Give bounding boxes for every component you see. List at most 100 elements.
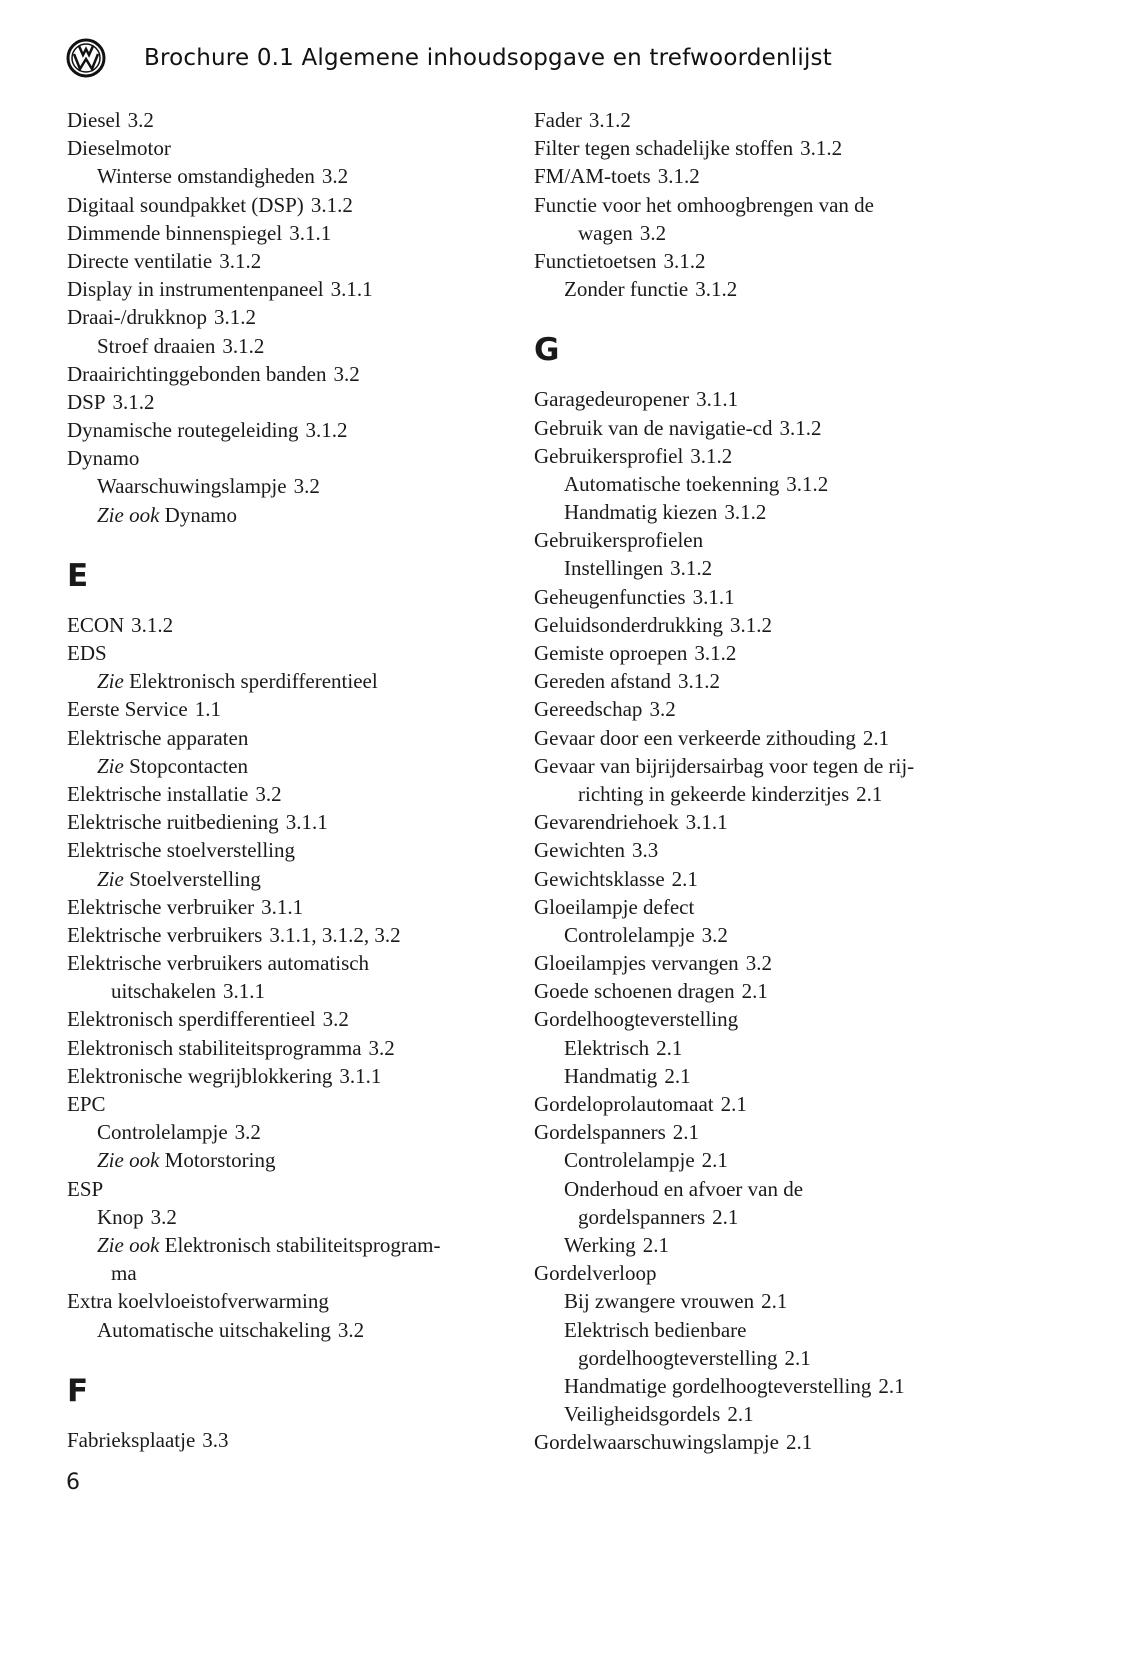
section-reference: 3.2: [333, 361, 360, 386]
index-entry: DSP 3.1.2: [67, 388, 527, 416]
section-reference: 3.2: [293, 474, 320, 499]
index-entry: Geluidsonderdrukking 3.1.2: [534, 611, 994, 639]
entry-term: Goede schoenen dragen: [534, 979, 735, 1004]
section-reference: 3.1.2: [690, 443, 733, 468]
index-subentry: Zie ook Dynamo: [67, 501, 527, 529]
see-reference-label: Zie: [97, 669, 124, 694]
index-entry-continuation: gordelspanners 2.1: [534, 1203, 994, 1231]
see-reference-label: Zie: [97, 866, 124, 891]
entry-term: FM/AM-toets: [534, 164, 651, 189]
entry-term: Gordeloprolautomaat: [534, 1092, 714, 1116]
see-reference-label: Zie: [97, 753, 124, 778]
entry-term: Handmatige gordelhoogteverstelling: [564, 1373, 872, 1398]
index-entry: Gewichtsklasse 2.1: [534, 865, 994, 893]
index-subentry: Elektrisch 2.1: [534, 1034, 994, 1062]
section-reference: 3.1.2: [222, 333, 265, 358]
section-reference: 3.1.2: [786, 471, 829, 496]
index-subentry: Waarschuwingslampje 3.2: [67, 472, 527, 500]
entry-term: Digitaal soundpakket (DSP): [67, 192, 304, 217]
section-reference: 2.1: [701, 1148, 728, 1173]
entry-term: Handmatig: [564, 1063, 658, 1088]
section-reference: 2.1: [656, 1035, 683, 1060]
index-column-left: Diesel 3.2 Dieselmotor Winterse omstandighe…: [67, 106, 527, 1454]
entry-term: Gewichten: [534, 838, 625, 863]
index-subentry: Controlelampje 3.2: [67, 1118, 527, 1146]
section-reference: 2.1: [712, 1204, 739, 1229]
section-reference: 3.2: [150, 1204, 177, 1229]
entry-term: Dynamische routegeleiding: [67, 418, 299, 443]
entry-term: ECON: [67, 612, 125, 637]
section-reference: 3.2: [639, 220, 667, 245]
section-reference: 3.2: [701, 922, 728, 947]
index-entry: Draairichtinggebonden banden 3.2: [67, 360, 527, 388]
index-entry: Gloeilampje defect: [534, 893, 994, 921]
entry-term: Winterse omstandigheden: [97, 164, 315, 189]
index-entry: Gebruikersprofiel 3.1.2: [534, 442, 994, 470]
section-reference: 3.2: [127, 108, 154, 132]
section-reference: 3.1.2: [131, 612, 174, 637]
entry-term: Gereden afstand: [534, 669, 672, 694]
section-reference: 3.1.2: [694, 641, 737, 665]
entry-term: Elektrische verbruiker: [67, 894, 255, 919]
index-subentry: Werking 2.1: [534, 1231, 994, 1259]
index-subentry: Veiligheidsgordels 2.1: [534, 1400, 994, 1428]
section-reference: 3.1.2: [305, 418, 348, 443]
section-letter-heading: G: [534, 332, 560, 369]
entry-term: ma: [111, 1261, 137, 1286]
index-entry: EDS: [67, 639, 527, 667]
section-reference: 2.1: [856, 781, 883, 806]
index-subentry: Zie Elektronisch sperdifferentieel: [67, 667, 527, 695]
entry-term: Draai-/drukknop: [67, 305, 207, 330]
index-entry: Gereedschap 3.2: [534, 695, 994, 723]
entry-term: EDS: [67, 641, 107, 665]
entry-term: Dieselmotor: [67, 136, 171, 161]
index-entry: Digitaal soundpakket (DSP) 3.1.2: [67, 191, 527, 219]
entry-term: Motorstoring: [164, 1148, 276, 1173]
section-reference: 3.3: [202, 1427, 229, 1452]
section-reference: 1.1: [194, 697, 221, 722]
index-entry: Fader 3.1.2: [534, 106, 994, 134]
index-entry: Functie voor het omhoogbrengen van de: [534, 191, 994, 219]
index-subentry: Zonder functie 3.1.2: [534, 275, 994, 303]
index-entry: Extra koelvloeistofverwarming: [67, 1287, 527, 1315]
section-reference: 3.1.2: [695, 277, 738, 302]
index-entry: EPC: [67, 1090, 527, 1118]
entry-term: Gebruikersprofielen: [534, 528, 704, 553]
entry-term: Werking: [564, 1232, 636, 1257]
section-reference: 3.1.1, 3.1.2, 3.2: [269, 922, 401, 947]
index-entry: Draai-/drukknop 3.1.2: [67, 303, 527, 331]
section-reference: 3.1.1: [289, 220, 332, 245]
index-subentry: Zie ook Elektronisch stabiliteitsprogram…: [67, 1231, 527, 1259]
section-reference: 3.3: [631, 838, 659, 863]
index-entry: Gevaar door een verkeerde zithouding 2.1: [534, 724, 994, 752]
index-subentry: Handmatig 2.1: [534, 1062, 994, 1090]
entry-term: Elektronisch stabiliteitsprogramma: [67, 1035, 362, 1060]
entry-term: richting in gekeerde kinderzitjes: [578, 781, 850, 806]
section-reference: 2.1: [761, 1289, 788, 1314]
index-subentry: Knop 3.2: [67, 1203, 527, 1231]
entry-term: Garagedeuropener: [534, 387, 690, 412]
section-reference: 3.1.2: [670, 556, 713, 581]
entry-term: Gebruikersprofiel: [534, 443, 684, 468]
section-reference: 2.1: [672, 1120, 700, 1145]
entry-term: gordelspanners: [578, 1204, 706, 1229]
section-reference: 2.1: [878, 1373, 905, 1398]
section-reference: 3.1.1: [261, 894, 304, 919]
entry-term: Veiligheidsgordels: [564, 1402, 721, 1427]
index-entry: Geheugenfuncties 3.1.1: [534, 583, 994, 611]
entry-term: Elektronisch stabiliteitsprogram-: [164, 1232, 441, 1257]
section-reference: 2.1: [862, 725, 890, 750]
index-subentry: Controlelampje 3.2: [534, 921, 994, 949]
entry-term: Gewichtsklasse: [534, 866, 665, 891]
entry-term: ESP: [67, 1176, 104, 1201]
entry-term: Display in instrumentenpaneel: [67, 277, 324, 302]
section-reference: 2.1: [664, 1063, 691, 1088]
section-reference: 3.2: [337, 1317, 365, 1342]
entry-term: Gebruik van de navigatie-cd: [534, 415, 773, 440]
index-entry: Display in instrumentenpaneel 3.1.1: [67, 275, 527, 303]
index-entry: Gebruik van de navigatie-cd 3.1.2: [534, 414, 994, 442]
index-subentry: Automatische uitschakeling 3.2: [67, 1316, 527, 1344]
entry-term: Stroef draaien: [97, 333, 216, 358]
entry-term: Elektrische verbruikers automatisch: [67, 951, 370, 976]
entry-term: Knop: [97, 1204, 144, 1229]
